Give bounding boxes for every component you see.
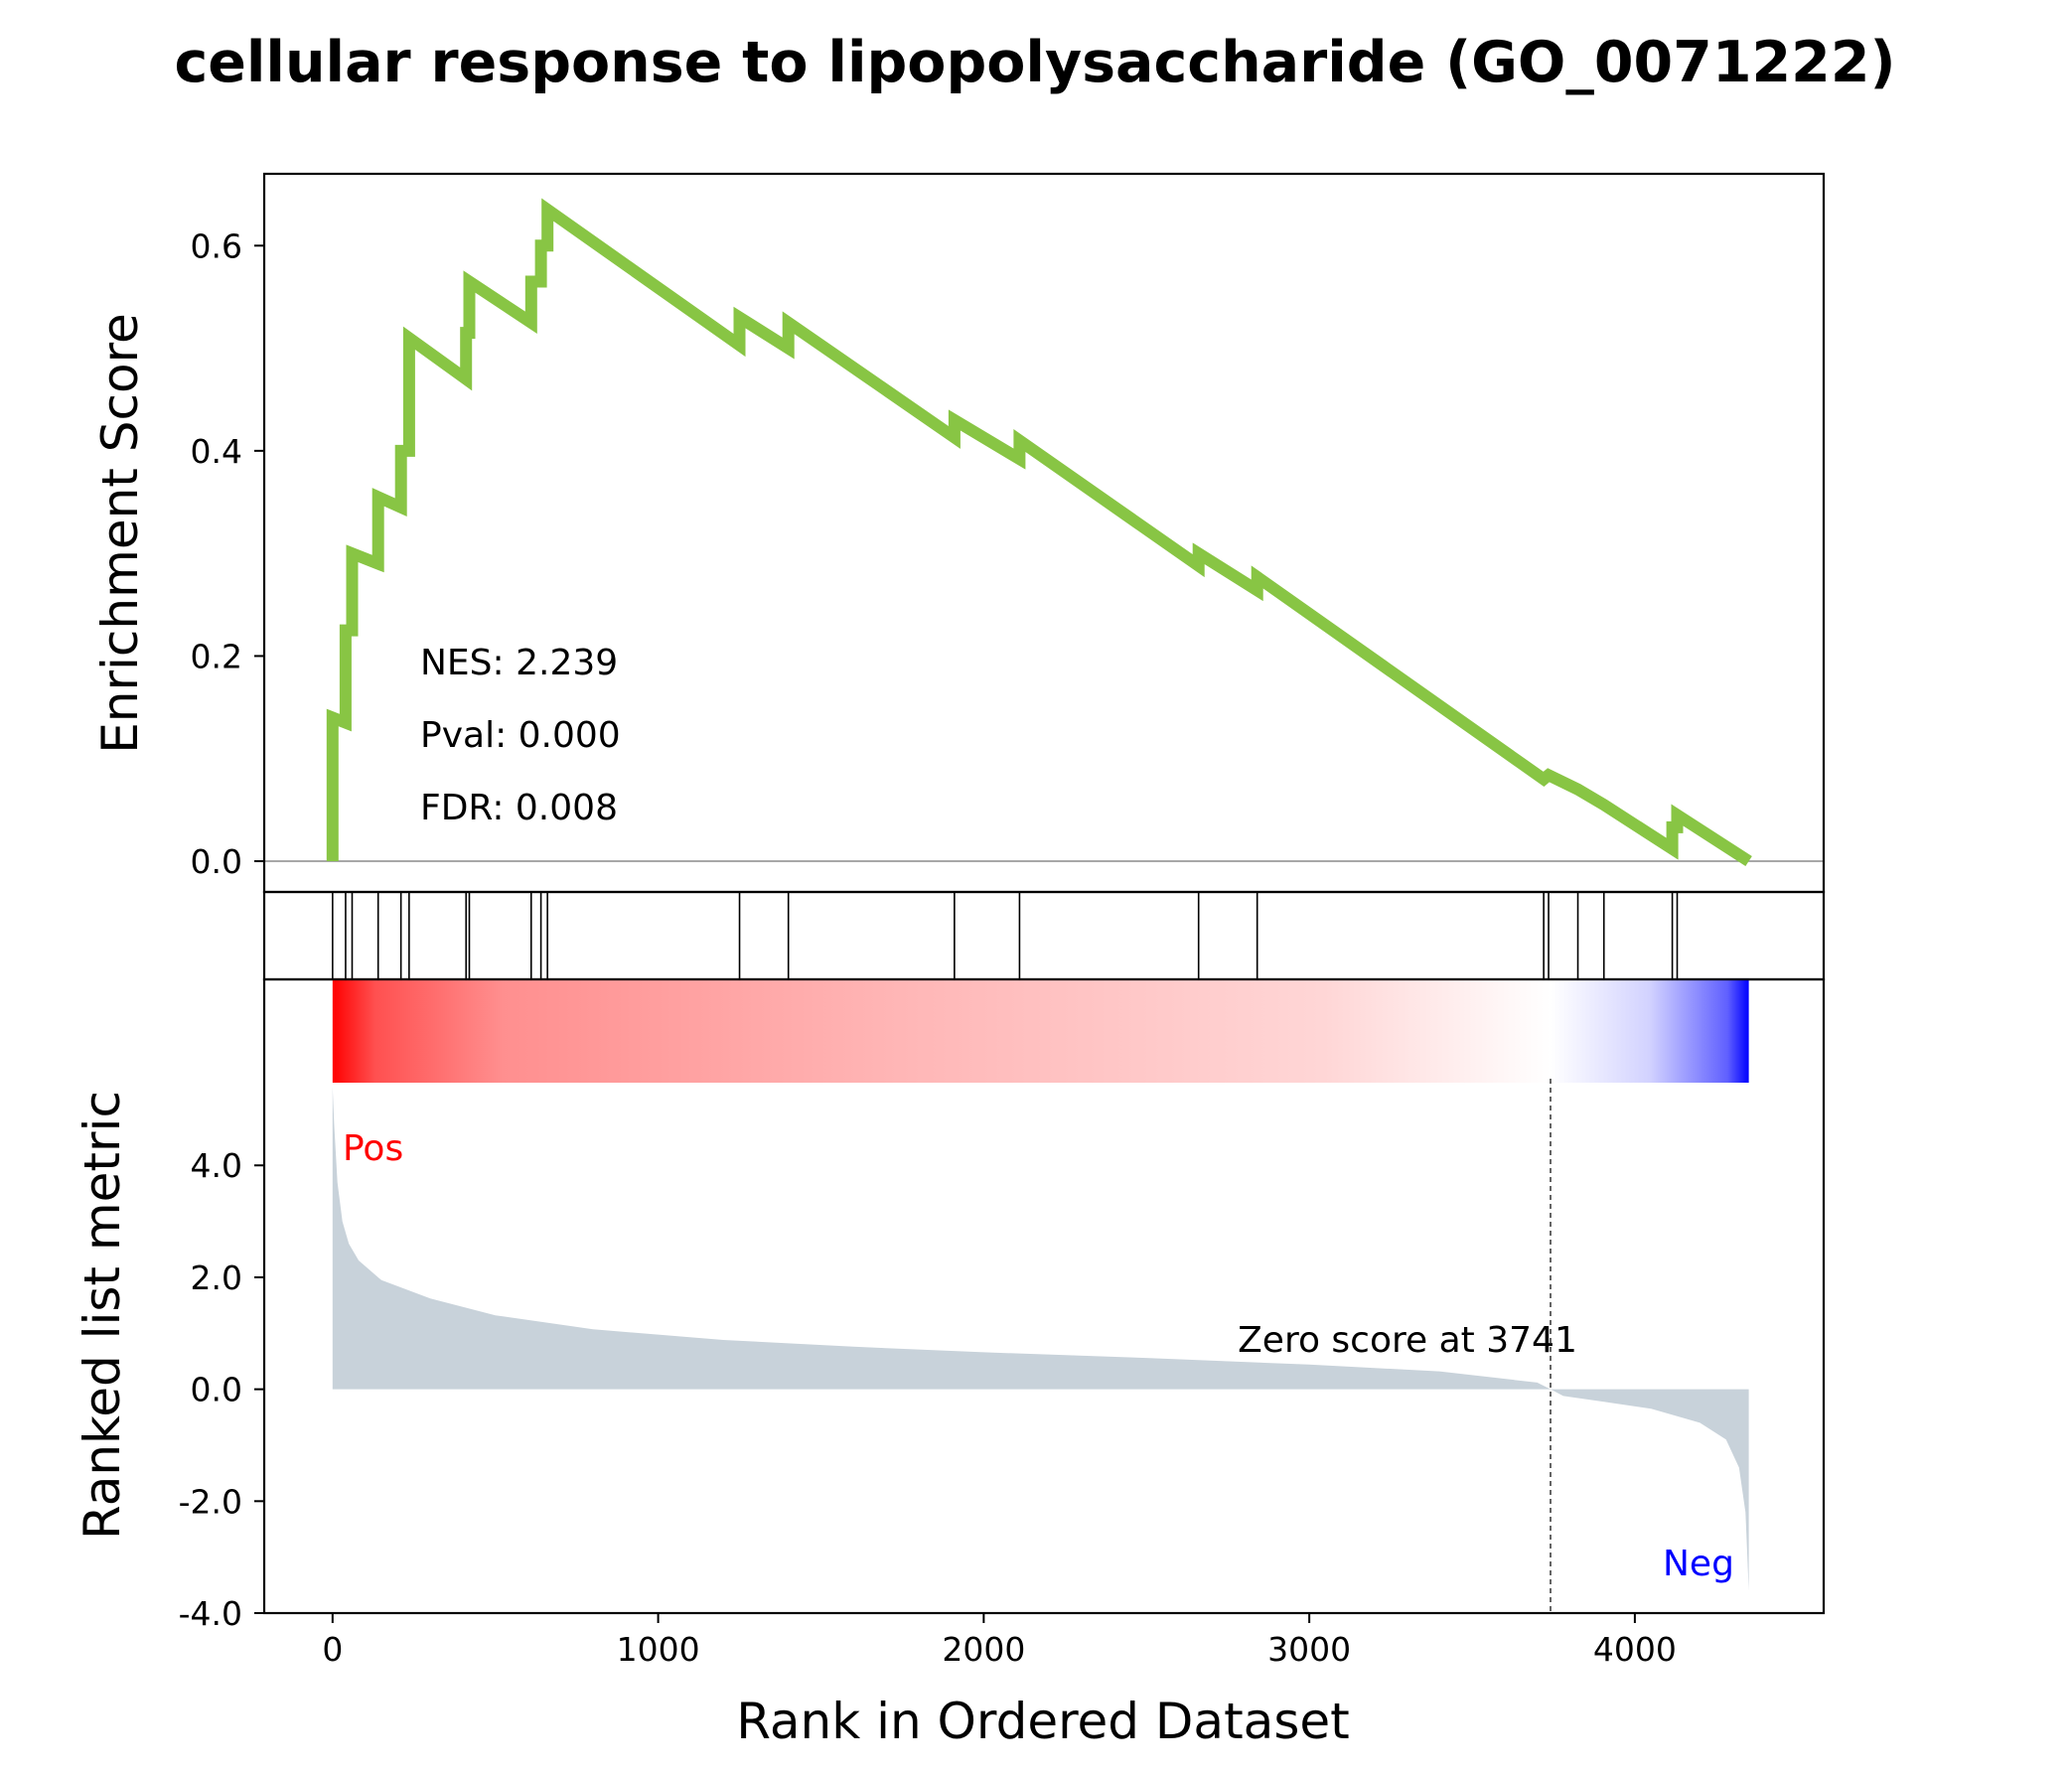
enrichment-score-panel: 0.0 0.2 0.4 0.6 NES: 2.239 Pval: 0.000 FDR:… — [91, 172, 1826, 894]
gene-hit-marks — [332, 892, 1679, 979]
x-tick-label: 3000 — [1267, 1630, 1351, 1669]
enrichment-y-ticks: 0.0 0.2 0.4 0.6 — [191, 226, 264, 881]
x-tick-label: 0 — [322, 1630, 343, 1669]
ranked-metric-panel: Zero score at 3741 Pos Neg -4.0 -2.0 0.0 2.… — [74, 977, 1826, 1750]
enrichment-y-axis-label: Enrichment Score — [91, 313, 149, 754]
enrichment-y-tick-label: 0.6 — [191, 226, 242, 265]
fdr-label: FDR: 0.008 — [420, 788, 618, 828]
pval-label: Pval: 0.000 — [420, 715, 621, 756]
ranked-y-ticks: -4.0 -2.0 0.0 2.0 4.0 — [179, 1146, 264, 1633]
pos-label: Pos — [343, 1128, 403, 1169]
enrichment-y-tick-label: 0.0 — [191, 842, 242, 881]
ranked-y-tick-label: 2.0 — [191, 1258, 242, 1297]
nes-label: NES: 2.239 — [420, 643, 618, 683]
x-tick-label: 4000 — [1593, 1630, 1677, 1669]
hits-panel-frame — [262, 890, 1826, 981]
x-axis-label: Rank in Ordered Dataset — [736, 1693, 1349, 1750]
gene-hits-panel — [262, 890, 1826, 981]
ranked-y-tick-label: -2.0 — [179, 1482, 242, 1521]
ranked-y-tick-label: 0.0 — [191, 1371, 242, 1409]
ranked-panel-frame — [262, 977, 1826, 1615]
zero-score-label: Zero score at 3741 — [1238, 1320, 1577, 1361]
chart-title: cellular response to lipopolysaccharide … — [174, 30, 1895, 95]
enrichment-score-line — [326, 198, 1752, 867]
x-axis-ticks: 0 1000 2000 3000 4000 — [322, 1613, 1677, 1669]
ranked-y-tick-label: 4.0 — [191, 1146, 242, 1185]
x-tick-label: 1000 — [617, 1630, 700, 1669]
ranked-y-tick-label: -4.0 — [179, 1594, 242, 1633]
ranked-metric-area — [332, 1087, 1749, 1591]
enrichment-y-tick-label: 0.2 — [191, 637, 242, 675]
x-tick-label: 2000 — [942, 1630, 1025, 1669]
neg-label: Neg — [1663, 1544, 1734, 1584]
enrichment-panel-frame — [262, 172, 1826, 894]
enrichment-y-tick-label: 0.4 — [191, 432, 242, 471]
ranked-y-axis-label: Ranked list metric — [74, 1091, 131, 1540]
rank-color-bar — [332, 979, 1749, 1083]
